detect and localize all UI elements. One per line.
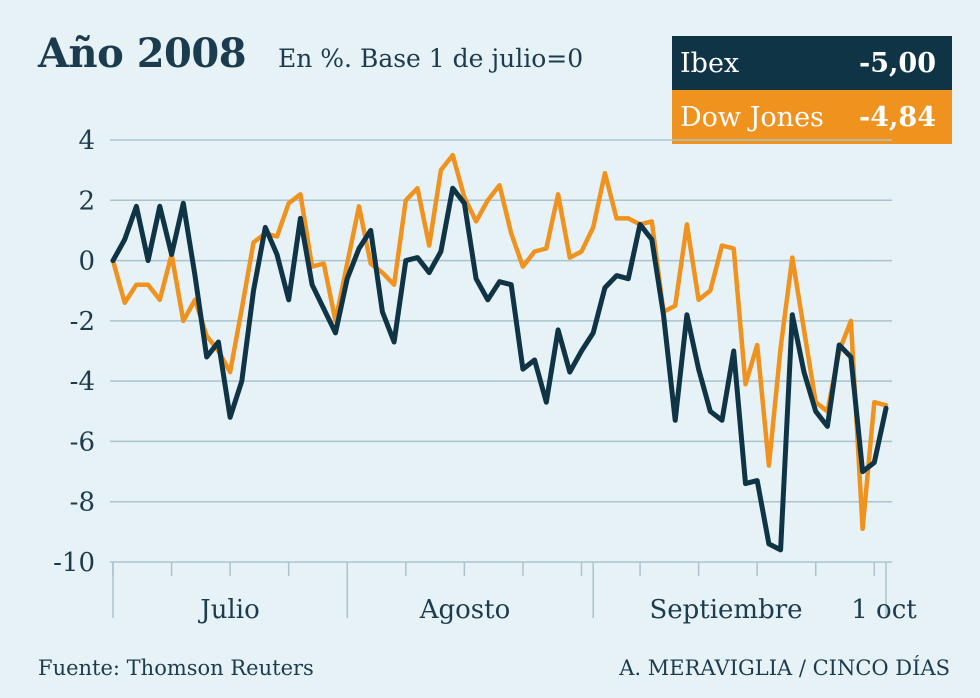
y-tick-label: -4 [70, 367, 95, 397]
y-tick-label: -2 [70, 307, 95, 337]
chart-title: Año 2008 [38, 30, 247, 77]
credit-note: A. MERAVIGLIA / CINCO DÍAS [619, 656, 950, 680]
y-tick-label: -8 [70, 488, 95, 518]
y-tick-label: 4 [78, 126, 95, 156]
legend-label-ibex: Ibex [680, 47, 740, 79]
chart-subtitle: En %. Base 1 de julio=0 [278, 44, 584, 73]
series-line-dow-jones [110, 152, 889, 532]
x-tick-label: Julio [197, 595, 259, 625]
legend-item-ibex: Ibex -5,00 [672, 36, 952, 90]
x-tick-label: Agosto [419, 595, 511, 625]
x-tick-label: 1 oct [851, 595, 917, 625]
legend-label-dow-jones: Dow Jones [680, 101, 824, 133]
legend-value-dow-jones: -4,84 [859, 101, 936, 133]
series-line-ibex [110, 185, 889, 553]
y-tick-label: 0 [78, 247, 95, 277]
source-note: Fuente: Thomson Reuters [38, 656, 314, 680]
y-tick-label: -6 [70, 427, 95, 457]
legend-item-dow-jones: Dow Jones -4,84 [672, 90, 952, 144]
y-tick-label: 2 [78, 186, 95, 216]
x-tick-label: Septiembre [649, 595, 802, 625]
legend: Ibex -5,00 Dow Jones -4,84 [672, 36, 952, 144]
y-tick-label: -10 [53, 548, 95, 578]
legend-value-ibex: -5,00 [859, 47, 936, 79]
